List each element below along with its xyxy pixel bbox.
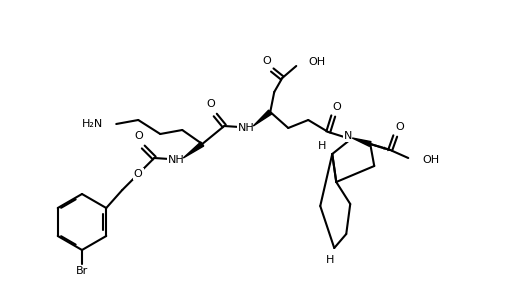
Polygon shape — [352, 138, 371, 146]
Text: Br: Br — [76, 266, 88, 276]
Text: OH: OH — [308, 57, 325, 67]
Text: OH: OH — [422, 155, 439, 165]
Text: N: N — [344, 131, 353, 141]
Text: O: O — [135, 131, 144, 141]
Text: O: O — [396, 122, 405, 132]
Text: NH: NH — [238, 123, 255, 133]
Text: O: O — [333, 102, 341, 112]
Text: H₂N: H₂N — [82, 119, 103, 129]
Text: O: O — [263, 56, 272, 66]
Text: NH: NH — [168, 155, 184, 165]
Text: O: O — [207, 99, 215, 109]
Polygon shape — [253, 110, 272, 126]
Text: O: O — [134, 169, 143, 179]
Polygon shape — [183, 142, 204, 158]
Text: H: H — [326, 255, 334, 265]
Text: H: H — [318, 141, 327, 151]
